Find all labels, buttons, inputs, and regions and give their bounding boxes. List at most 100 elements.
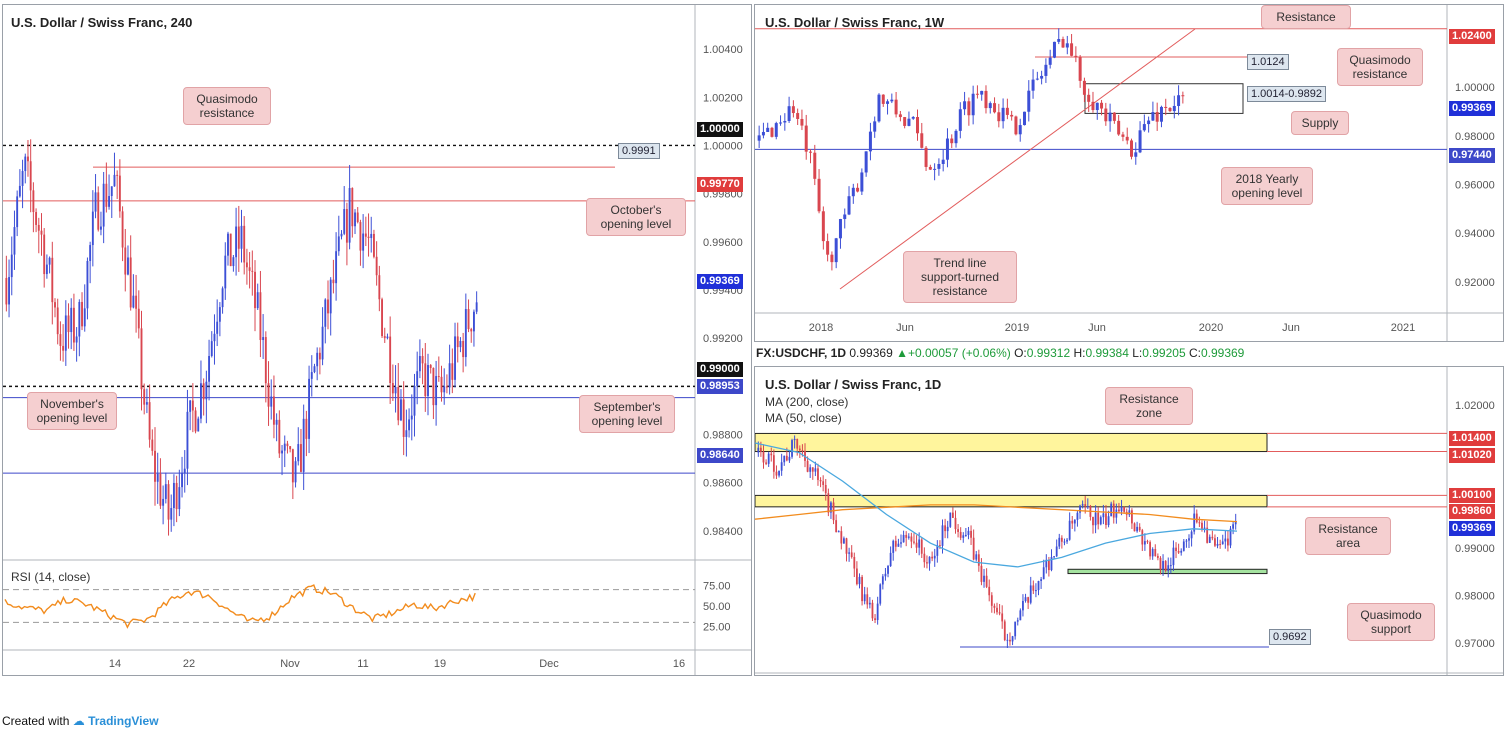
d1-candle <box>863 594 866 602</box>
d1-candle <box>1198 522 1201 524</box>
d1-chart-svg[interactable]: 1.020000.990000.980000.97000JunAugOctNov… <box>755 367 1503 675</box>
footer: Created with ☁ TradingView <box>2 714 159 728</box>
h4-candle <box>402 399 405 437</box>
d1-candle <box>949 512 952 527</box>
w1-candle <box>1134 152 1138 157</box>
w1-supply-box <box>1084 83 1244 114</box>
h4-candle <box>78 301 81 337</box>
d1-candle <box>915 542 918 548</box>
d1-candle <box>806 460 809 472</box>
h4-candle <box>237 226 240 249</box>
h4-y-tick: 0.99200 <box>703 333 743 345</box>
h4-candle <box>121 211 124 248</box>
h4-candle <box>372 233 375 257</box>
d1-candle <box>1131 510 1133 524</box>
w1-candle <box>1130 140 1133 157</box>
d1-candle <box>936 545 939 556</box>
d1-candle <box>1022 600 1024 611</box>
h4-candle <box>240 225 243 249</box>
w1-y-tick: 1.00000 <box>1455 82 1495 94</box>
h4-candle <box>421 356 424 364</box>
h4-candle <box>24 156 27 172</box>
d1-ma50-label: MA (50, close) <box>765 411 842 425</box>
d1-candle <box>1162 561 1164 570</box>
rsi-y-tick: 75.00 <box>703 581 731 593</box>
w1-candle <box>1018 125 1022 135</box>
d1-level-box: 0.9692 <box>1269 629 1311 645</box>
d1-candle <box>845 538 848 554</box>
d1-chart-panel[interactable]: 1.020000.990000.980000.97000JunAugOctNov… <box>754 366 1504 676</box>
d1-candle <box>798 448 801 451</box>
d1-candle <box>866 594 869 605</box>
h4-tag-sep-open: 0.98953 <box>697 379 743 394</box>
w1-candle <box>1082 80 1086 95</box>
d1-candle <box>959 531 962 538</box>
h4-chart-panel[interactable]: 1.00400 1.00200 1.00000 0.99800 0.99600 0.994… <box>2 4 752 676</box>
h4-candle <box>81 301 83 327</box>
h4-candle <box>378 275 381 300</box>
w1-candle <box>1065 43 1069 48</box>
d1-candle <box>1094 512 1097 526</box>
h4-candle <box>110 186 113 197</box>
w1-candle <box>1151 112 1155 121</box>
w1-y-tick: 0.92000 <box>1455 277 1495 289</box>
h4-candle <box>389 336 392 384</box>
d1-candle <box>855 568 858 585</box>
h4-candle <box>427 365 429 397</box>
d1-candle <box>811 467 814 472</box>
h4-candle <box>359 222 362 251</box>
ticker-o-label: O: <box>1014 346 1027 360</box>
w1-candle <box>886 101 890 104</box>
d1-candle <box>1164 561 1167 571</box>
d1-candle <box>1167 565 1170 571</box>
h4-candle <box>164 484 167 499</box>
w1-candle <box>963 101 967 110</box>
tradingview-logo-icon: ☁ <box>72 714 85 728</box>
h4-candle <box>227 233 229 256</box>
ticker-high: 0.99384 <box>1085 346 1129 360</box>
d1-candle <box>894 540 897 547</box>
h4-candle <box>170 508 173 520</box>
d1-candle <box>964 534 967 536</box>
h4-candle <box>8 277 11 305</box>
h4-candle <box>86 260 89 309</box>
d1-candle <box>1146 541 1149 543</box>
w1-chart-panel[interactable]: 1.00000 0.98000 0.96000 0.94000 0.92000 2018 J… <box>754 4 1504 342</box>
d1-candle <box>998 612 1001 614</box>
h4-candle <box>318 352 321 360</box>
w1-x-tick: Jun <box>1282 322 1300 334</box>
h4-candle <box>300 444 302 472</box>
d1-candle <box>861 576 863 602</box>
h4-candle <box>327 299 329 314</box>
footer-brand: TradingView <box>88 714 159 728</box>
h4-candle <box>381 299 383 337</box>
h4-candle <box>248 267 251 271</box>
w1-y-tick: 0.98000 <box>1455 131 1495 143</box>
d1-candle <box>1234 520 1237 525</box>
w1-candle <box>1091 101 1095 111</box>
d1-candle <box>1029 585 1032 603</box>
h4-candle <box>162 498 165 506</box>
h4-chart-svg[interactable]: 1.004001.002001.000000.998000.996000.994… <box>3 5 751 675</box>
d1-candle <box>801 450 804 452</box>
ticker-last: 0.99369 <box>849 346 893 360</box>
d1-candle <box>996 607 998 613</box>
d1-candle <box>793 438 796 441</box>
w1-chart-title: U.S. Dollar / Swiss Franc, 1W <box>765 15 945 30</box>
callout-w1-yearly: 2018 Yearly opening level <box>1221 167 1313 205</box>
d1-candle <box>1032 585 1035 591</box>
h4-candle <box>235 226 238 258</box>
w1-chart-svg[interactable]: 1.00000 0.98000 0.96000 0.94000 0.92000 2018 J… <box>755 5 1503 341</box>
footer-created-with: Created with <box>2 714 70 728</box>
d1-tag-r3: 1.00100 <box>1449 488 1495 503</box>
h4-candle <box>454 336 456 380</box>
h4-candle <box>13 227 16 255</box>
h4-tag-oct-open: 0.99770 <box>697 177 743 192</box>
w1-candle <box>898 114 902 118</box>
callout-h4-october: October's opening level <box>586 198 686 236</box>
w1-x-tick: Jun <box>896 322 914 334</box>
h4-candle <box>251 270 254 272</box>
h4-candle <box>332 279 335 284</box>
d1-candle <box>1011 636 1014 642</box>
w1-candle <box>907 118 911 126</box>
